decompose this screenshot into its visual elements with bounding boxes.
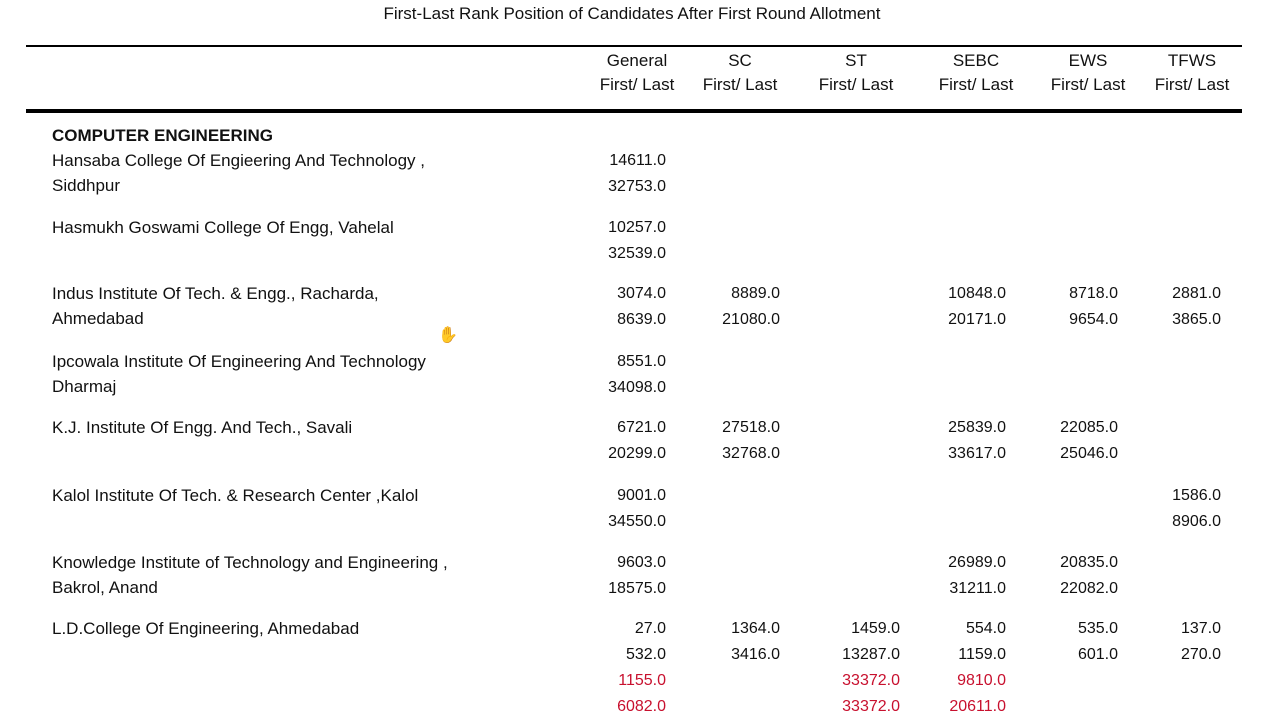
rank-value: 8551.0 — [617, 353, 666, 370]
rank-value: 13287.0 — [842, 646, 900, 663]
hand-pointer-icon: ✋ — [438, 327, 458, 344]
rank-value: 18575.0 — [608, 580, 666, 597]
rank-value: 31211.0 — [949, 580, 1006, 597]
rank-value: 22085.0 — [1060, 419, 1118, 436]
rank-value: 32753.0 — [608, 178, 666, 195]
rank-value: 20299.0 — [608, 445, 666, 462]
rank-value: 6721.0 — [617, 419, 666, 436]
institute-name: Knowledge Institute of Technology and En… — [52, 550, 532, 600]
page-title: First-Last Rank Position of Candidates A… — [383, 4, 881, 23]
column-header-sebc: SEBC First/ Last — [916, 49, 1036, 97]
rank-value: 1586.0 — [1172, 487, 1221, 504]
institute-name: K.J. Institute Of Engg. And Tech., Saval… — [52, 415, 532, 440]
rank-value: 32539.0 — [608, 245, 666, 262]
rank-value: 1364.0 — [731, 620, 780, 637]
institute-name-line: Bakrol, Anand — [52, 578, 158, 597]
rank-value: 1459.0 — [851, 620, 900, 637]
institute-name: Hasmukh Goswami College Of Engg, Vahelal — [52, 215, 532, 240]
column-header-ews: EWS First/ Last — [1028, 49, 1148, 97]
rank-value: 27518.0 — [722, 419, 780, 436]
rank-value: 270.0 — [1180, 646, 1221, 663]
rank-value: 33617.0 — [948, 445, 1006, 462]
rank-value: 8639.0 — [617, 311, 666, 328]
rank-value: 20171.0 — [948, 311, 1006, 328]
rank-value: 10848.0 — [948, 285, 1006, 302]
column-name: ST — [845, 51, 867, 70]
column-name: TFWS — [1167, 51, 1217, 70]
column-subheading: First/ Last — [818, 75, 894, 94]
rank-value: 33372.0 — [842, 672, 900, 689]
rank-value: 9603.0 — [617, 554, 666, 571]
rank-value: 9810.0 — [957, 672, 1006, 689]
rank-value: 3865.0 — [1172, 311, 1221, 328]
rank-value: 535.0 — [1077, 620, 1118, 637]
rank-value: 32768.0 — [722, 445, 780, 462]
rank-value: 21080.0 — [722, 311, 780, 328]
rank-value: 27.0 — [634, 620, 666, 637]
rank-value: 22082.0 — [1060, 580, 1118, 597]
institute-name-line: Indus Institute Of Tech. & Engg., Rachar… — [52, 284, 379, 303]
section-title: COMPUTER ENGINEERING — [52, 126, 274, 145]
column-name: SC — [728, 51, 752, 70]
institute-name-line: Ahmedabad — [52, 309, 144, 328]
institute-name: Indus Institute Of Tech. & Engg., Rachar… — [52, 281, 532, 331]
column-header-tfws: TFWS First/ Last — [1132, 49, 1252, 97]
column-header-sc: SC First/ Last — [680, 49, 800, 97]
rank-value: 2881.0 — [1172, 285, 1221, 302]
rank-value: 8718.0 — [1069, 285, 1118, 302]
institute-name: Ipcowala Institute Of Engineering And Te… — [52, 349, 532, 399]
rank-value: 1159.0 — [958, 646, 1006, 663]
rank-value: 10257.0 — [608, 219, 666, 236]
header-top-rule — [26, 45, 1242, 47]
rank-value: 8906.0 — [1172, 513, 1221, 530]
rank-value: 14611.0 — [609, 152, 666, 169]
rank-value: 9654.0 — [1069, 311, 1118, 328]
institute-name-line: Knowledge Institute of Technology and En… — [52, 553, 448, 572]
institute-name-line: Dharmaj — [52, 377, 117, 396]
rank-value: 9001.0 — [617, 487, 666, 504]
header-bottom-rule — [26, 109, 1242, 113]
rank-value: 601.0 — [1077, 646, 1118, 663]
rank-value: 532.0 — [625, 646, 666, 663]
column-name: SEBC — [952, 51, 1000, 70]
rank-value: 34550.0 — [608, 513, 666, 530]
rank-value: 26989.0 — [948, 554, 1006, 571]
institute-name-line: Ipcowala Institute Of Engineering And Te… — [52, 352, 426, 371]
institute-name-line: Kalol Institute Of Tech. & Research Cent… — [52, 486, 419, 505]
rank-value: 3416.0 — [731, 646, 780, 663]
rank-value: 1155.0 — [618, 672, 666, 689]
column-subheading: First/ Last — [599, 75, 675, 94]
rank-value: 33372.0 — [842, 698, 900, 715]
rank-value: 25046.0 — [1060, 445, 1118, 462]
institute-name-line: L.D.College Of Engineering, Ahmedabad — [52, 619, 360, 638]
column-subheading: First/ Last — [938, 75, 1014, 94]
rank-value: 20611.0 — [949, 698, 1006, 715]
rank-value: 34098.0 — [608, 379, 666, 396]
column-subheading: First/ Last — [702, 75, 778, 94]
institute-name-line: Hansaba College Of Engieering And Techno… — [52, 151, 425, 170]
column-header-st: ST First/ Last — [796, 49, 916, 97]
institute-name-line: K.J. Institute Of Engg. And Tech., Saval… — [52, 418, 353, 437]
institute-name-line: Hasmukh Goswami College Of Engg, Vahelal — [52, 218, 394, 237]
column-subheading: First/ Last — [1050, 75, 1126, 94]
institute-name: L.D.College Of Engineering, Ahmedabad — [52, 616, 532, 641]
column-name: EWS — [1068, 51, 1108, 70]
rank-value: 3074.0 — [617, 285, 666, 302]
column-subheading: First/ Last — [1154, 75, 1230, 94]
rank-value: 137.0 — [1180, 620, 1221, 637]
column-name: General — [606, 51, 668, 70]
rank-value: 6082.0 — [617, 698, 666, 715]
rank-value: 20835.0 — [1060, 554, 1118, 571]
institute-name: Kalol Institute Of Tech. & Research Cent… — [52, 483, 532, 508]
rank-value: 554.0 — [965, 620, 1006, 637]
institute-name-line: Siddhpur — [52, 176, 121, 195]
institute-name: Hansaba College Of Engieering And Techno… — [52, 148, 532, 198]
rank-value: 25839.0 — [948, 419, 1006, 436]
column-header-general: General First/ Last — [577, 49, 697, 97]
rank-value: 8889.0 — [731, 285, 780, 302]
